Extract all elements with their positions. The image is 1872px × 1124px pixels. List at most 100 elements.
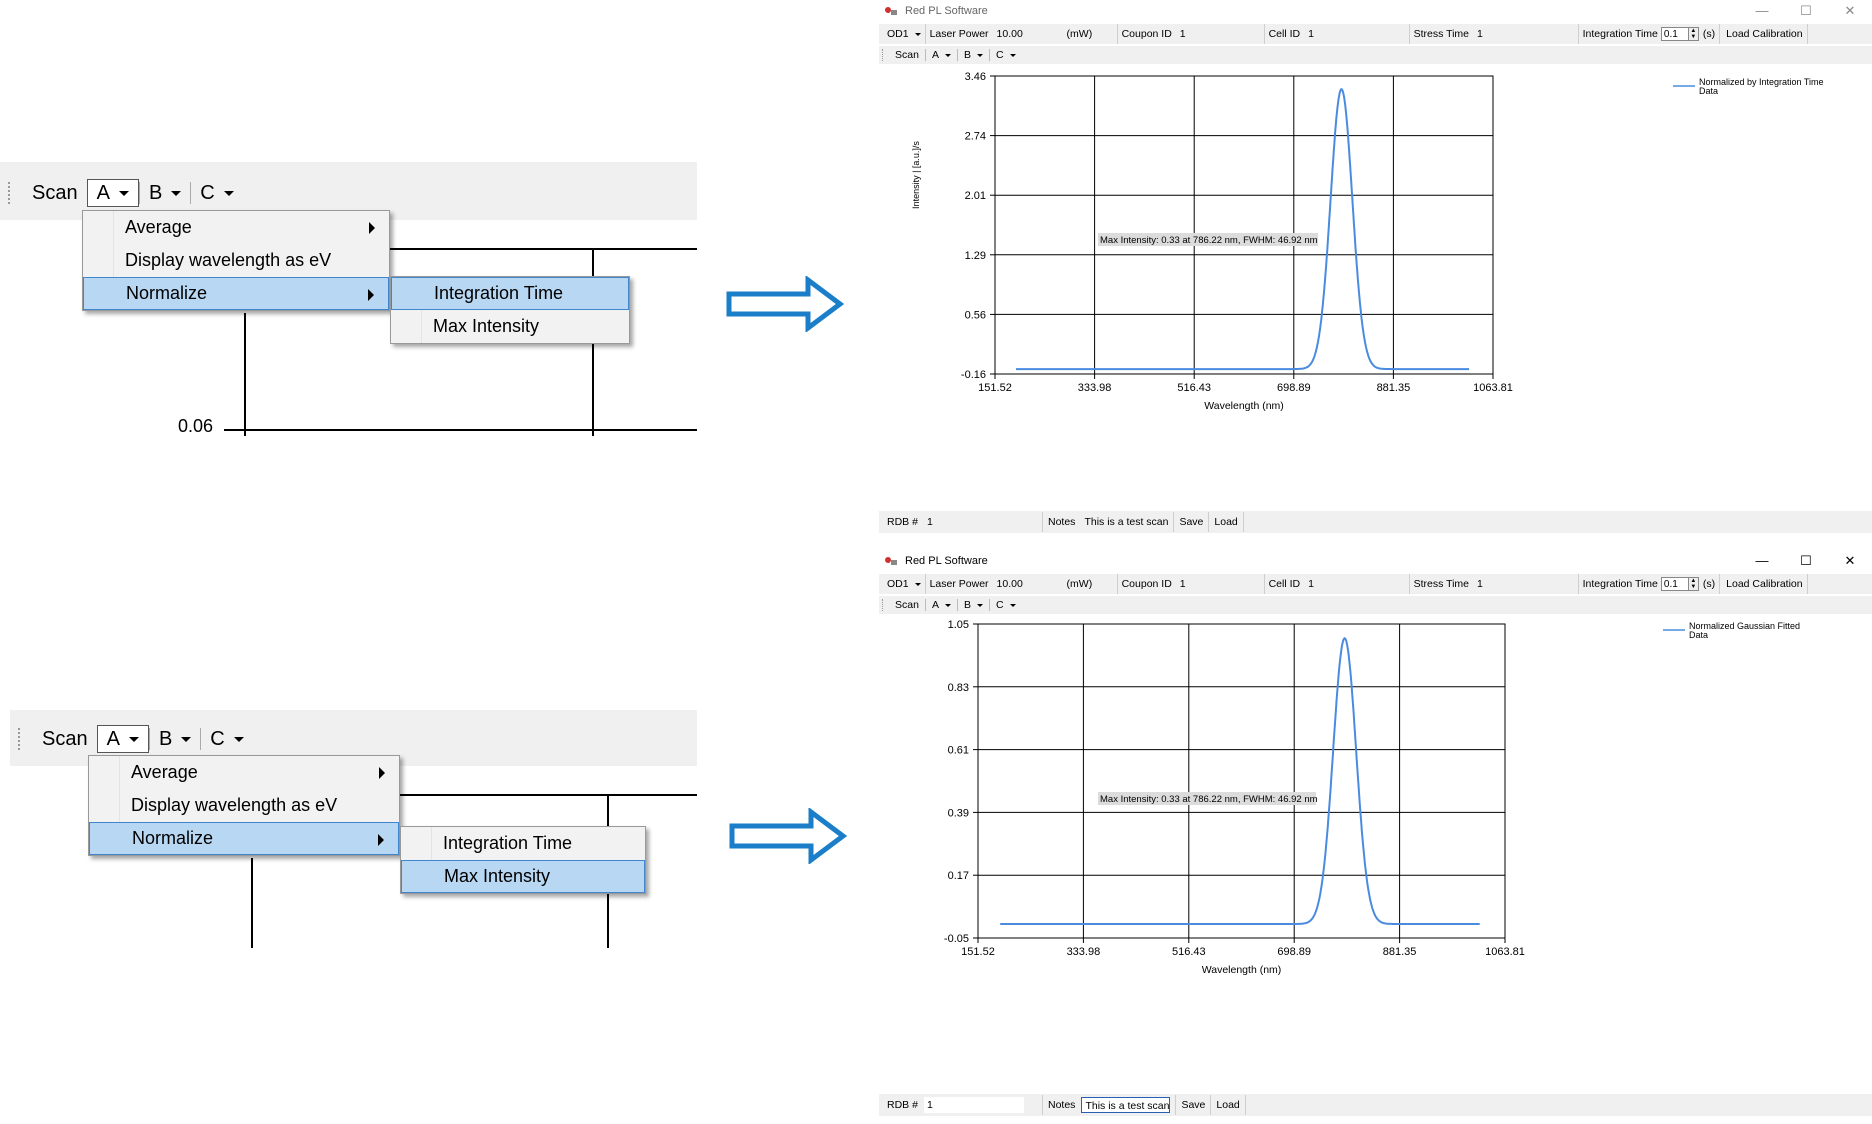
annotation-box	[1098, 792, 1316, 805]
window-title: Red PL Software	[905, 5, 988, 17]
x-tick-label: 881.35	[1383, 946, 1417, 958]
b-menu[interactable]: B	[958, 599, 989, 611]
coupon-id-input[interactable]: 1	[1179, 28, 1186, 40]
c-menu[interactable]: C	[201, 725, 252, 753]
menubar: Scan A B C	[879, 596, 1872, 614]
x-tick-label: 1063.81	[1473, 382, 1513, 394]
b-menu[interactable]: B	[150, 725, 200, 753]
laser-power-label: Laser Power	[929, 28, 989, 40]
spectrum-chart: 151.52 333.98 516.43 698.89 881.35 1063.81 3.4…	[911, 71, 1824, 412]
a-menu[interactable]: A	[926, 49, 957, 61]
load-button[interactable]: Load	[1211, 1095, 1246, 1115]
scan-menu[interactable]: Scan	[895, 599, 919, 611]
notes-input[interactable]: This is a test scan	[1084, 516, 1169, 528]
app-window-bottom: Red PL Software — ☐ ✕ OD1 Laser Power 10.…	[879, 550, 1872, 1124]
settings-toolbar: OD1 Laser Power 10.00 (mW) Coupon ID 1 Cell…	[879, 24, 1872, 44]
menu-item-display-ev[interactable]: Display wavelength as eV	[131, 795, 338, 815]
integration-time-input[interactable]: 0.1	[1660, 577, 1689, 591]
app-window-top: Red PL Software — ☐ ✕ OD1 Laser Power 10.…	[879, 0, 1872, 540]
x-axis-label: Wavelength (nm)	[1204, 400, 1284, 412]
integration-time-label: Integration Time	[1582, 28, 1658, 40]
save-button[interactable]: Save	[1176, 1095, 1212, 1115]
save-button[interactable]: Save	[1174, 512, 1210, 532]
close-button[interactable]: ✕	[1844, 553, 1856, 568]
laser-power-input[interactable]: 10.00	[996, 578, 1023, 590]
y-tick-label: 3.46	[965, 71, 986, 83]
normalize-submenu: Integration Time Max Intensity	[400, 826, 646, 894]
close-button[interactable]: ✕	[1844, 3, 1856, 18]
b-menu[interactable]: B	[958, 49, 989, 61]
settings-toolbar: OD1 Laser Power 10.00 (mW) Coupon ID 1 Cell…	[879, 574, 1872, 594]
cell-id-input[interactable]: 1	[1308, 28, 1314, 40]
maximize-button[interactable]: ☐	[1800, 553, 1812, 568]
y-axis-label: Intensity | [a.u.]/s	[911, 141, 921, 209]
window-title: Red PL Software	[905, 555, 988, 567]
x-tick-label: 333.98	[1078, 382, 1112, 394]
coupon-id-label: Coupon ID	[1121, 28, 1172, 40]
od-dropdown[interactable]: OD1	[879, 574, 926, 594]
spin-updown-icon[interactable]: ▲ ▼	[1688, 27, 1699, 41]
chevron-right-icon	[379, 767, 385, 779]
c-menu[interactable]: C	[990, 49, 1022, 61]
series-line	[1000, 637, 1480, 925]
load-calibration-button[interactable]: Load Calibration	[1720, 574, 1808, 594]
stress-time-input[interactable]: 1	[1477, 28, 1483, 40]
y-tick-label: 0.39	[948, 807, 969, 819]
chevron-down-icon	[976, 53, 983, 57]
rdb-input[interactable]: 1	[926, 516, 933, 528]
scan-menu[interactable]: Scan	[895, 49, 919, 61]
a-menu[interactable]: A	[86, 179, 139, 207]
maximize-button[interactable]: ☐	[1800, 3, 1812, 18]
laser-power-input[interactable]: 10.00	[996, 28, 1023, 40]
b-menu[interactable]: B	[140, 179, 190, 207]
rdb-input[interactable]: 1	[923, 1097, 1024, 1113]
od-dropdown[interactable]: OD1	[879, 24, 926, 44]
submenu-item-max-intensity[interactable]: Max Intensity	[401, 860, 645, 893]
notes-input[interactable]: This is a test scan	[1081, 1097, 1171, 1113]
integration-time-input[interactable]: 0.1	[1660, 27, 1689, 41]
a-dropdown-menu: Average Display wavelength as eV Normali…	[82, 210, 390, 311]
zoomed-menubar: Scan A B C	[8, 178, 243, 208]
submenu-item-integration-time[interactable]: Integration Time	[391, 277, 629, 310]
title-bar: Red PL Software — ☐ ✕	[879, 550, 1872, 572]
submenu-item-integration-time[interactable]: Integration Time	[443, 833, 573, 853]
c-menu[interactable]: C	[191, 179, 242, 207]
menu-item-display-ev[interactable]: Display wavelength as eV	[125, 250, 332, 270]
a-menu[interactable]: A	[96, 725, 149, 753]
load-button[interactable]: Load	[1209, 512, 1244, 532]
chevron-down-icon	[128, 736, 139, 742]
menu-item-normalize[interactable]: Normalize	[89, 822, 399, 855]
coupon-id-input[interactable]: 1	[1179, 578, 1186, 590]
stress-time-label: Stress Time	[1413, 28, 1470, 40]
chevron-down-icon	[1009, 603, 1016, 607]
scan-menu[interactable]: Scan	[32, 181, 78, 204]
y-tick-label: 0.56	[965, 309, 986, 321]
rdb-label: RDB #	[887, 1099, 918, 1111]
submenu-item-max-intensity[interactable]: Max Intensity	[433, 316, 540, 336]
chevron-right-icon	[368, 289, 374, 301]
stress-time-input[interactable]: 1	[1477, 578, 1483, 590]
plot-frame	[977, 623, 1506, 939]
axis-tick-label: 0.06	[178, 416, 214, 436]
cell-id-input[interactable]: 1	[1308, 578, 1314, 590]
minimize-button[interactable]: —	[1755, 553, 1769, 568]
zoomed-menubar: Scan A B C	[18, 724, 253, 754]
menu-item-normalize[interactable]: Normalize	[83, 277, 389, 310]
menu-item-average[interactable]: Average	[89, 756, 399, 789]
integration-time-label: Integration Time	[1582, 578, 1658, 590]
c-menu[interactable]: C	[990, 599, 1022, 611]
x-axis-label: Wavelength (nm)	[1202, 964, 1282, 976]
scan-menu[interactable]: Scan	[42, 727, 88, 750]
spin-updown-icon[interactable]: ▲ ▼	[1688, 577, 1699, 591]
minimize-button[interactable]: —	[1755, 3, 1769, 18]
chevron-right-icon	[369, 222, 375, 234]
x-tick-label: 698.89	[1277, 382, 1311, 394]
y-tick-label: 1.05	[948, 619, 969, 631]
x-tick-label: 333.98	[1067, 946, 1101, 958]
title-bar: Red PL Software — ☐ ✕	[879, 0, 1872, 22]
load-calibration-button[interactable]: Load Calibration	[1720, 24, 1808, 44]
rdb-label: RDB #	[887, 516, 918, 528]
chevron-down-icon	[944, 53, 951, 57]
menu-item-average[interactable]: Average	[83, 211, 389, 244]
a-menu[interactable]: A	[926, 599, 957, 611]
